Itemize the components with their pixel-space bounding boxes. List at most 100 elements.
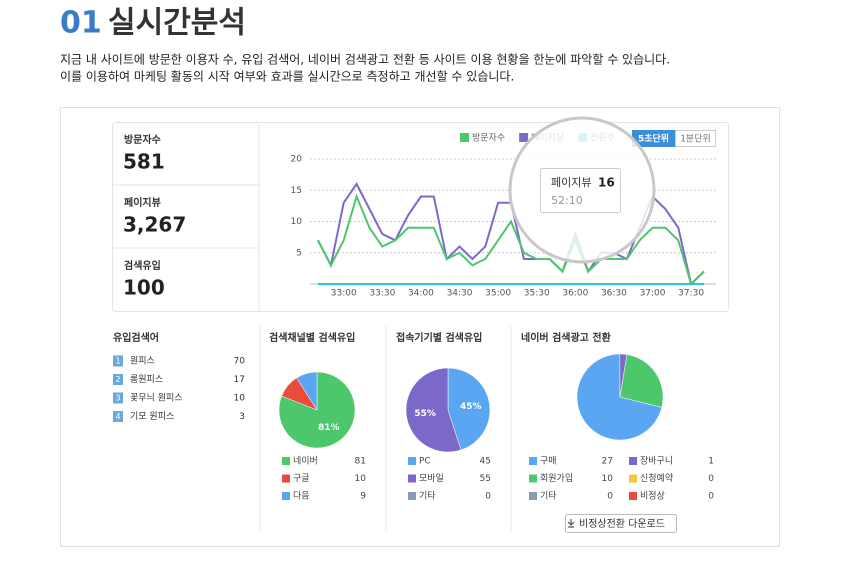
legend-label: 방문자수 (472, 133, 505, 144)
legend-label: 기타 (419, 491, 436, 502)
keywords-title: 유입검색어 (113, 331, 159, 344)
x-tick-label: 37:00 (640, 289, 666, 299)
legend-value: 81 (355, 457, 366, 467)
legend-swatch (282, 474, 290, 483)
y-tick-label: 20 (291, 155, 303, 165)
x-tick-label: 35:00 (485, 289, 511, 299)
legend-value: 0 (708, 492, 714, 502)
stat-value: 100 (123, 276, 165, 300)
legend-value: 27 (602, 457, 613, 467)
legend-value: 1 (708, 457, 714, 467)
stat-value: 581 (123, 150, 165, 174)
rank: 4 (115, 412, 120, 421)
stat-label: 페이지뷰 (124, 196, 161, 209)
keyword: 원피스 (130, 356, 155, 367)
tooltip (540, 168, 621, 213)
rank-badge (113, 392, 123, 404)
legend-value: 0 (485, 492, 491, 502)
legend-value: 0 (708, 474, 714, 484)
download-label[interactable]: 비정상전환 다운로드 (579, 518, 665, 530)
pie-slice (405, 367, 462, 453)
pie-slice (296, 371, 318, 411)
legend-label: PC (419, 457, 431, 467)
description: 이를 이용하여 마케팅 활동의 시작 여부와 효과를 실시간으로 측정하고 개선… (60, 70, 514, 84)
x-tick-label: 35:30 (524, 289, 550, 299)
pie-slice (278, 371, 356, 449)
x-tick-label: 36:30 (601, 289, 627, 299)
keyword-count: 17 (234, 375, 245, 385)
y-tick-label: 5 (296, 248, 302, 258)
y-tick-label: 10 (291, 217, 303, 227)
slice-label: 81% (318, 423, 340, 433)
download-icon (567, 519, 575, 528)
download-button[interactable] (565, 514, 677, 533)
legend-label: 모바일 (419, 473, 444, 484)
pie-title: 접속기기별 검색유입 (396, 331, 482, 344)
legend-value: 0 (607, 492, 613, 502)
legend-value: 10 (602, 474, 614, 484)
x-tick-label: 34:00 (408, 289, 434, 299)
legend-label: 기타 (540, 491, 557, 502)
legend-swatch (629, 492, 637, 500)
pie-slice (576, 353, 663, 441)
legend-swatch (629, 474, 637, 483)
slice-label: 55% (414, 409, 436, 419)
stat-label: 검색유입 (124, 259, 161, 272)
rank-badge (113, 355, 123, 367)
slice-label: 45% (460, 402, 482, 412)
legend-label: 구매 (540, 456, 557, 467)
rank-badge (113, 411, 123, 422)
description: 지금 내 사이트에 방문한 이용자 수, 유입 검색어, 네이버 검색광고 전환… (60, 53, 670, 67)
legend-swatch (519, 133, 529, 142)
legend-swatch (529, 474, 537, 483)
rank: 3 (115, 394, 120, 403)
legend-swatch (529, 457, 537, 465)
legend-label: 회원가입 (540, 472, 573, 484)
legend-value: 10 (355, 474, 367, 484)
legend-label: 장바구니 (640, 456, 673, 467)
line-series (317, 193, 705, 286)
legend-label: 비정상 (640, 491, 665, 502)
keyword-count: 3 (239, 412, 245, 422)
legend-swatch (629, 457, 637, 465)
keyword: 꽃무늬 원피스 (130, 393, 183, 404)
x-tick-label: 34:30 (447, 289, 473, 299)
unit-button-label[interactable]: 5초단위 (638, 133, 669, 145)
pie-title: 검색채널별 검색유입 (269, 331, 355, 344)
y-tick-label: 15 (291, 186, 302, 196)
legend-value: 9 (360, 492, 366, 502)
rank: 2 (115, 375, 120, 384)
legend-swatch (460, 133, 469, 142)
unit-button[interactable] (675, 130, 716, 147)
stat-label: 방문자수 (124, 133, 161, 146)
legend-label: 구글 (293, 473, 310, 484)
unit-button[interactable] (632, 130, 675, 147)
legend-value: 55 (480, 474, 491, 484)
tooltip-time: 52:10 (551, 194, 583, 207)
section-number: 01 (60, 6, 102, 41)
tooltip-series: 페이지뷰 (551, 176, 591, 189)
legend-swatch (282, 457, 290, 465)
pie-slice (619, 354, 664, 408)
section-title: 실시간분석 (108, 6, 246, 41)
legend-swatch (408, 457, 416, 465)
legend-label: 신청예약 (640, 472, 673, 484)
stat-value: 3,267 (123, 213, 186, 237)
pie-title: 네이버 검색광고 전환 (521, 331, 612, 344)
keyword-count: 70 (234, 357, 246, 367)
pie-slice (447, 367, 491, 451)
x-tick-label: 33:30 (369, 289, 395, 299)
legend-swatch (529, 492, 537, 500)
x-tick-label: 37:30 (678, 289, 704, 299)
legend-value: 45 (480, 457, 491, 467)
legend-swatch (282, 492, 290, 500)
keyword-count: 10 (234, 394, 246, 404)
unit-button-label[interactable]: 1분단위 (680, 134, 711, 145)
x-tick-label: 33:00 (331, 289, 357, 299)
rank: 1 (115, 357, 120, 366)
keyword: 기모 원피스 (130, 411, 174, 422)
legend-label: 다음 (293, 491, 310, 502)
legend-swatch (408, 474, 416, 483)
legend-label: 네이버 (293, 456, 318, 467)
